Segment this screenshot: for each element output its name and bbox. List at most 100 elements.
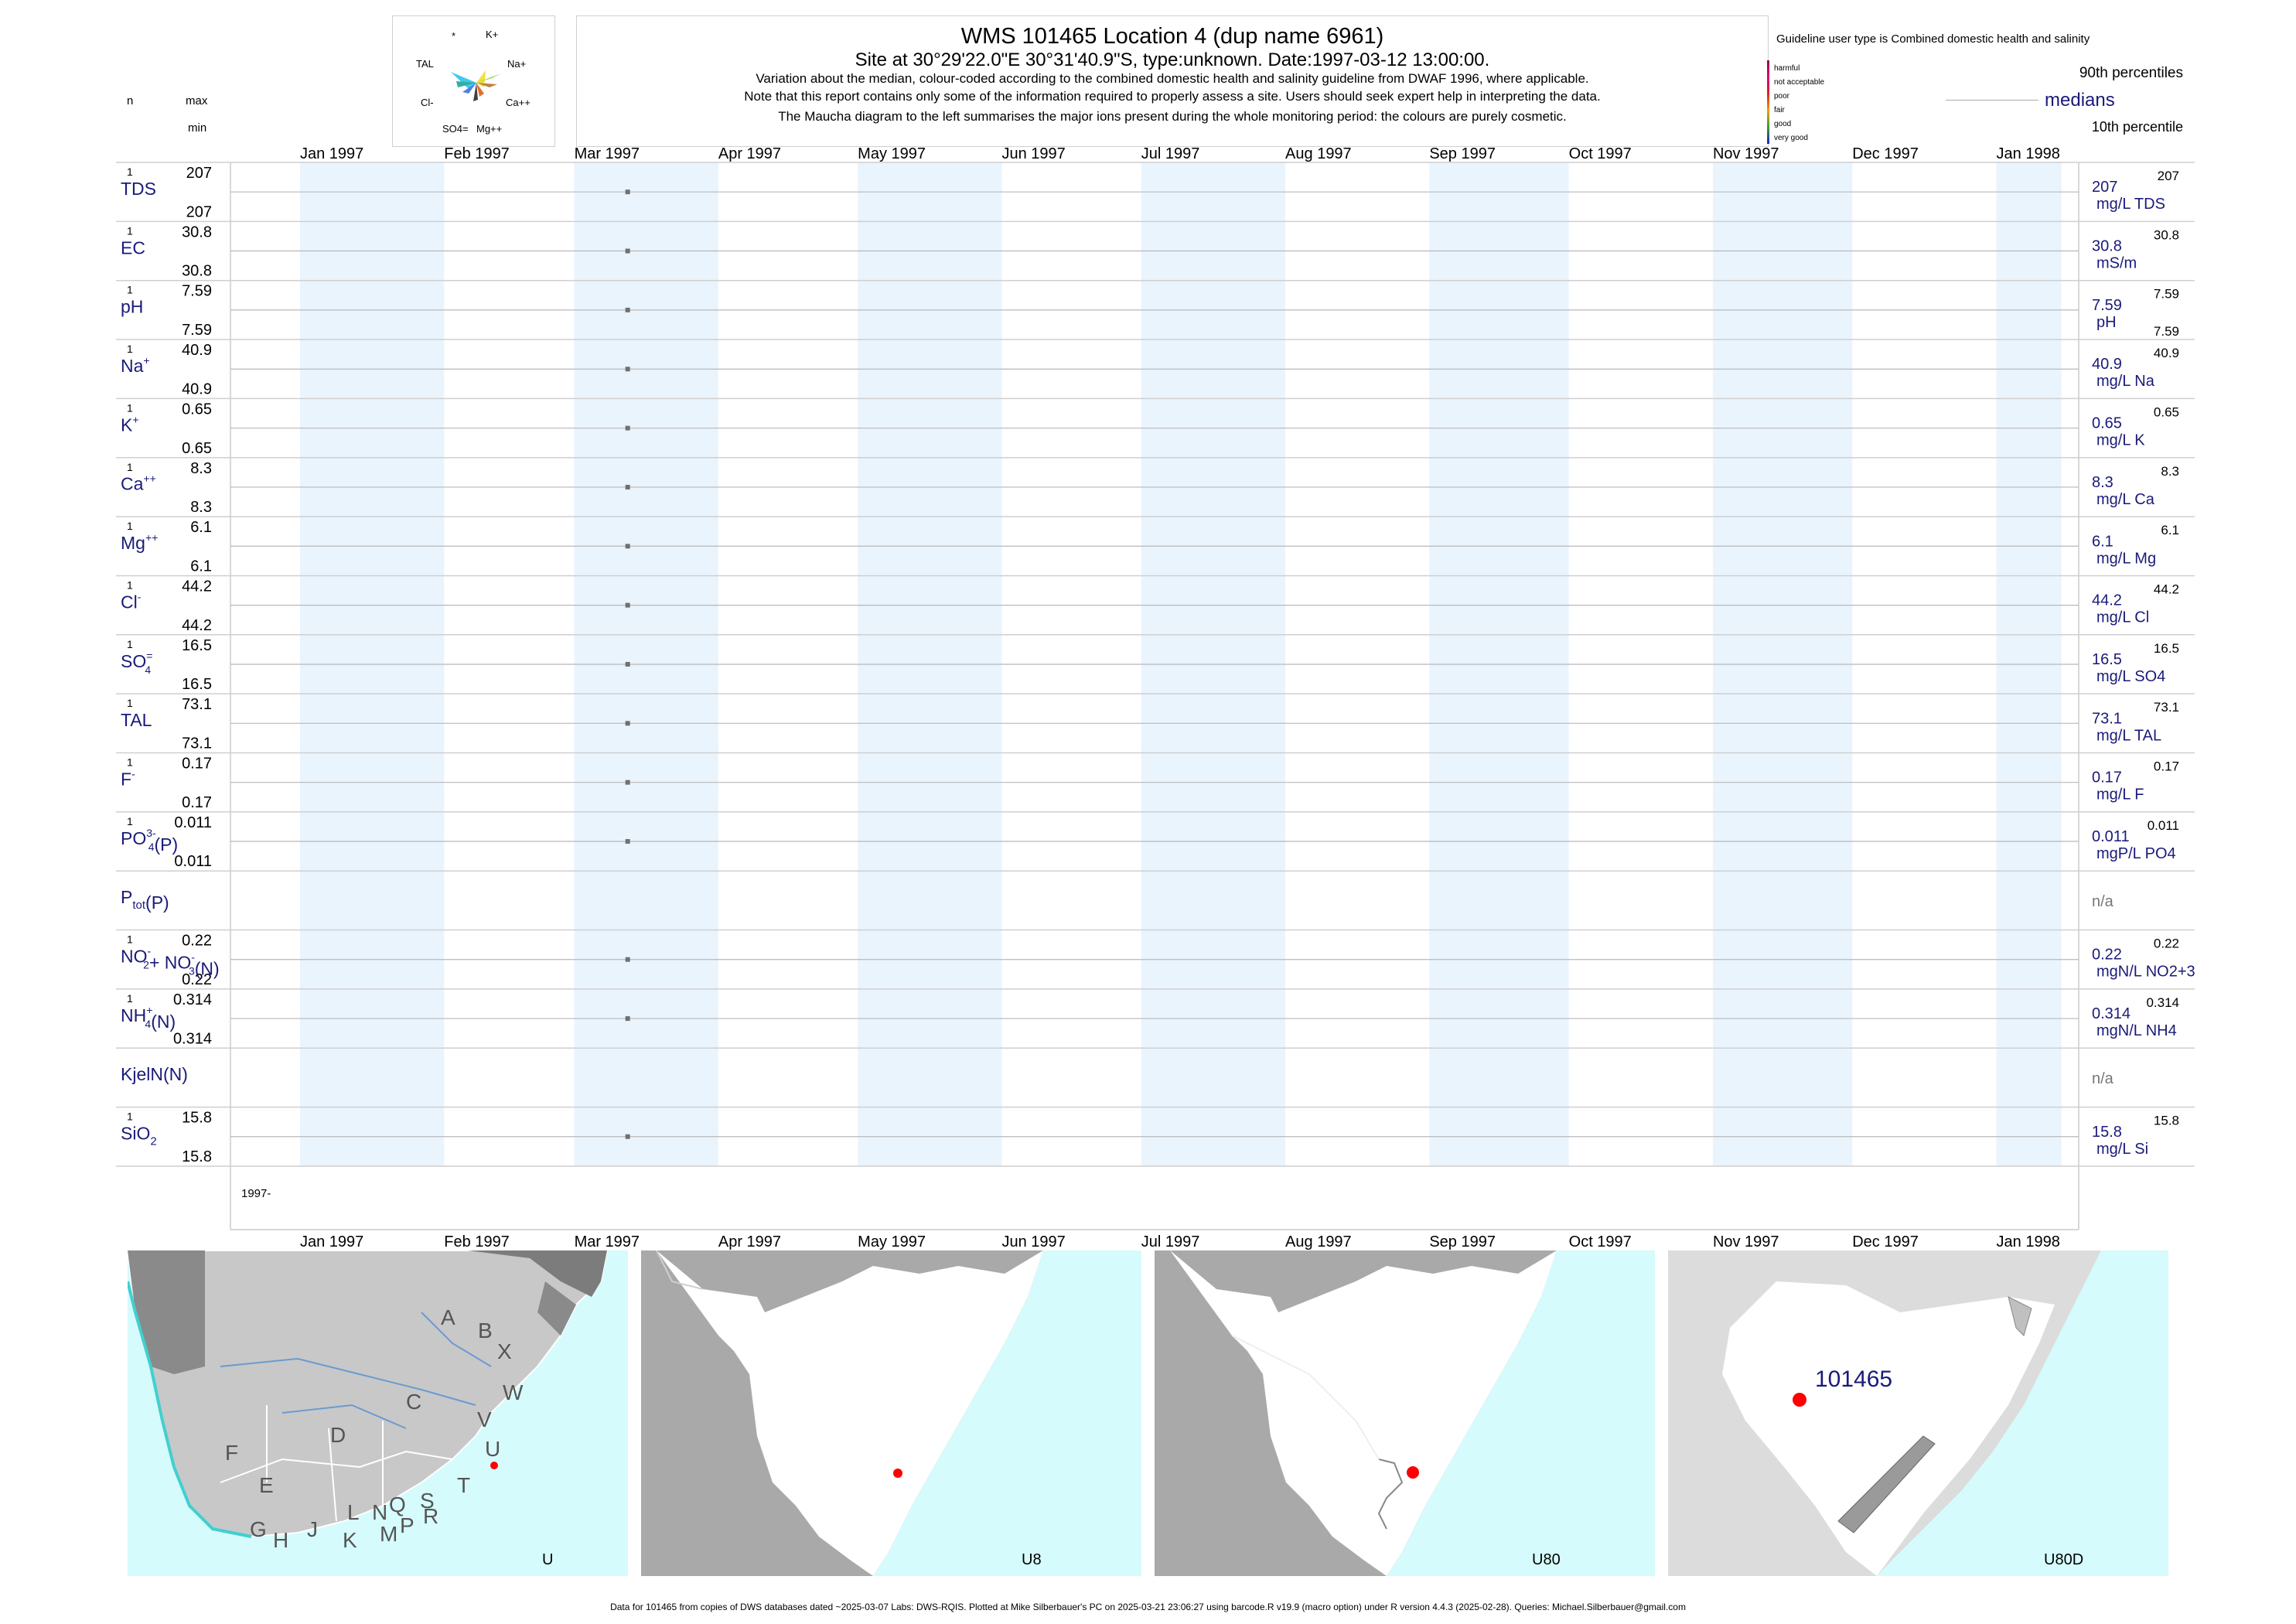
maucha-label-k: K+ (486, 29, 499, 40)
row-unit: mg/L F (2096, 786, 2144, 803)
region-letter-a: A (441, 1305, 455, 1329)
row-p90: 0.22 (2154, 937, 2179, 951)
month-label-top: Oct 1997 (1569, 145, 1632, 162)
row-unit: mg/L Cl (2096, 609, 2149, 626)
region-letter-j: J (307, 1517, 318, 1541)
row-median: 16.5 (2092, 651, 2122, 668)
row-min: 0.65 (182, 440, 212, 457)
row-unit: mS/m (2096, 255, 2137, 272)
row-min: 0.22 (182, 971, 212, 988)
note-line-2: Note that this report contains only some… (744, 89, 1601, 104)
row-p90: 8.3 (2161, 464, 2179, 479)
row-max: 15.8 (182, 1110, 212, 1127)
category-very-good: very good (1774, 134, 1808, 142)
row-p: Ptot(P) n/a (116, 870, 2195, 913)
row-min: 0.314 (173, 1030, 212, 1047)
sample-point (625, 307, 630, 312)
row-min: 30.8 (182, 263, 212, 280)
row-label: Ptot(P) (121, 887, 169, 913)
row-unit: mgN/L NH4 (2096, 1022, 2177, 1039)
region-letter-k: K (343, 1528, 357, 1552)
sample-point (625, 839, 630, 844)
row-label: SO= 4 (121, 650, 152, 676)
row-label: EC (121, 237, 145, 258)
header-max: max (186, 94, 208, 107)
legend-p90: 90th percentiles (2079, 65, 2183, 81)
map-u-caption: U (542, 1551, 553, 1568)
row-median: 0.22 (2092, 947, 2122, 964)
row-n: 1 (127, 224, 133, 237)
region-letter-v: V (477, 1407, 492, 1431)
month-label-bottom: Jan 1997 (300, 1233, 363, 1250)
region-letter-c: C (406, 1390, 421, 1414)
map-u80d: 101465 U80D (1668, 1250, 2168, 1576)
row-min: 0.17 (182, 794, 212, 811)
row-label: Mg++ (121, 531, 158, 553)
month-label-top: Apr 1997 (718, 145, 781, 162)
row-min: 40.9 (182, 380, 212, 397)
row-p90: 15.8 (2154, 1114, 2179, 1128)
map-u80-caption: U80 (1532, 1551, 1561, 1568)
row-n: 1 (127, 697, 133, 709)
row-max: 7.59 (182, 283, 212, 300)
month-label-bottom: Sep 1997 (1429, 1233, 1496, 1250)
region-letter-u: U (485, 1437, 500, 1461)
row-max: 73.1 (182, 696, 212, 713)
row-median: 6.1 (2092, 533, 2113, 550)
row-label: F- (121, 767, 135, 789)
row-max: 8.3 (190, 460, 212, 477)
sample-point (625, 248, 630, 254)
row-median: 0.011 (2092, 828, 2130, 845)
month-label-top: Aug 1997 (1285, 145, 1352, 162)
region-letter-w: W (503, 1380, 524, 1404)
map-u8-caption: U8 (1022, 1551, 1042, 1568)
maucha-label-ca: Ca++ (506, 97, 531, 108)
maucha-shape (451, 70, 501, 101)
row-unit: mg/L Ca (2096, 491, 2155, 508)
region-letter-b: B (478, 1319, 493, 1343)
row-unit: mg/L Mg (2096, 550, 2156, 567)
month-label-bottom: Jan 1998 (1997, 1233, 2060, 1250)
row-median: 0.17 (2092, 769, 2122, 786)
sample-point (625, 661, 630, 667)
sample-point (625, 367, 630, 372)
guideline-text: Guideline user type is Combined domestic… (1776, 32, 2090, 46)
row-median: 40.9 (2092, 356, 2122, 373)
site-label: 101465 (1815, 1366, 1892, 1392)
row-unit: mg/L K (2096, 432, 2145, 449)
region-letter-t: T (457, 1473, 470, 1497)
row-median: 207 (2092, 179, 2117, 196)
row-n: 1 (127, 992, 133, 1005)
row-p90: 0.17 (2154, 759, 2179, 774)
category-good: good (1774, 120, 1792, 128)
row-min: 6.1 (190, 558, 212, 575)
month-label-top: Sep 1997 (1429, 145, 1496, 162)
row-min: 15.8 (182, 1148, 212, 1165)
sample-point (625, 780, 630, 785)
month-label-bottom: Jul 1997 (1141, 1233, 1200, 1250)
row-n: 1 (127, 343, 133, 355)
guideline-colorbar (1767, 60, 1769, 144)
category-fair: fair (1774, 106, 1785, 114)
row-label: TDS (121, 179, 156, 199)
note-line-3: The Maucha diagram to the left summarise… (778, 109, 1567, 124)
row-max: 40.9 (182, 342, 212, 359)
month-labels-bottom: Jan 1997 Feb 1997 Mar 1997 Apr 1997 May 1997… (300, 1233, 2060, 1250)
row-min: 7.59 (182, 322, 212, 339)
year-label: 1997- (241, 1187, 271, 1200)
region-letter-e: E (259, 1473, 274, 1497)
region-letter-m: M (380, 1522, 397, 1546)
row-max: 0.22 (182, 933, 212, 950)
row-unit: pH (2096, 314, 2117, 331)
row-label: Ca++ (121, 473, 156, 494)
row-kjelnn: KjelN(N) n/a (116, 1047, 2195, 1087)
row-median: 73.1 (2092, 710, 2122, 727)
row-unit: mg/L TDS (2096, 196, 2165, 213)
title-box: WMS 101465 Location 4 (dup name 6961) Si… (576, 15, 1769, 147)
category-harmful: harmful (1774, 64, 1800, 73)
row-median: 0.314 (2092, 1005, 2131, 1022)
